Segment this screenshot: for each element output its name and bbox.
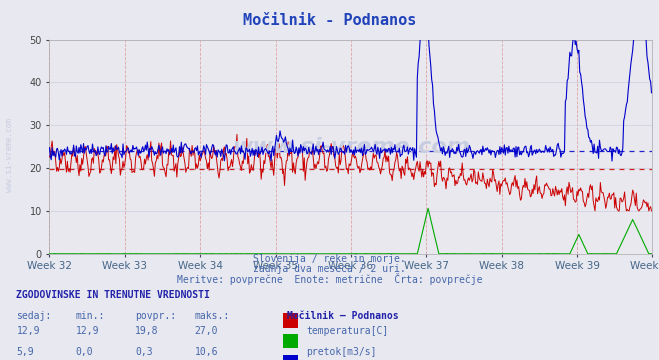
Text: 5,9: 5,9 bbox=[16, 347, 34, 357]
Text: www.si-vreme.com: www.si-vreme.com bbox=[5, 118, 14, 192]
Text: 10,6: 10,6 bbox=[194, 347, 218, 357]
Text: 12,9: 12,9 bbox=[76, 326, 100, 336]
Text: pretok[m3/s]: pretok[m3/s] bbox=[306, 347, 377, 357]
Text: min.:: min.: bbox=[76, 311, 105, 321]
Text: maks.:: maks.: bbox=[194, 311, 229, 321]
Text: temperatura[C]: temperatura[C] bbox=[306, 326, 389, 336]
Text: sedaj:: sedaj: bbox=[16, 311, 51, 321]
Text: ZGODOVINSKE IN TRENUTNE VREDNOSTI: ZGODOVINSKE IN TRENUTNE VREDNOSTI bbox=[16, 290, 210, 300]
Text: zadnja dva meseca / 2 uri.: zadnja dva meseca / 2 uri. bbox=[253, 264, 406, 274]
Text: 27,0: 27,0 bbox=[194, 326, 218, 336]
Text: Meritve: povprečne  Enote: metrične  Črta: povprečje: Meritve: povprečne Enote: metrične Črta:… bbox=[177, 273, 482, 285]
Text: www.si-vreme.com: www.si-vreme.com bbox=[232, 137, 470, 157]
Text: Močilnik – Podnanos: Močilnik – Podnanos bbox=[287, 311, 398, 321]
Text: 19,8: 19,8 bbox=[135, 326, 159, 336]
Text: 12,9: 12,9 bbox=[16, 326, 40, 336]
Text: povpr.:: povpr.: bbox=[135, 311, 176, 321]
Text: 0,3: 0,3 bbox=[135, 347, 153, 357]
Text: 0,0: 0,0 bbox=[76, 347, 94, 357]
Text: Močilnik - Podnanos: Močilnik - Podnanos bbox=[243, 13, 416, 28]
Text: Slovenija / reke in morje.: Slovenija / reke in morje. bbox=[253, 254, 406, 264]
